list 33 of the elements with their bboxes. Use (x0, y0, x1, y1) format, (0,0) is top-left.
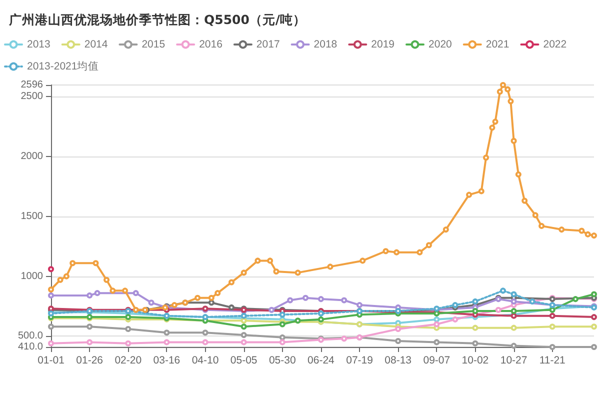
y-tick-label: 1500 (20, 210, 44, 222)
legend-label: 2013-2021均值 (27, 60, 100, 72)
y-tick-label: 2596 (20, 80, 44, 90)
x-tick-label: 01-01 (38, 354, 65, 366)
legend-label: 2015 (142, 38, 166, 50)
x-tick-label: 07-19 (346, 354, 374, 366)
legend-label: 2022 (543, 38, 567, 50)
legend-label: 2021 (486, 38, 510, 50)
x-tick-label: 10-27 (500, 354, 528, 366)
x-tick-label: 08-13 (384, 354, 412, 366)
x-tick-label: 03-16 (153, 354, 180, 366)
x-tick-label: 02-20 (114, 354, 142, 366)
x-tick-label: 04-10 (192, 354, 219, 366)
legend-label: 2016 (199, 38, 223, 50)
x-tick-label: 06-24 (308, 354, 335, 366)
legend-label: 2013 (27, 38, 51, 50)
legend-label: 2017 (256, 38, 280, 50)
x-tick-label: 05-05 (230, 354, 258, 366)
x-tick-label: 05-30 (268, 354, 296, 366)
x-tick-label: 09-07 (423, 354, 450, 366)
x-tick-label: 10-02 (462, 354, 489, 366)
y-tick-label: 1000 (20, 270, 44, 282)
y-tick-label: 410.0 (18, 342, 44, 352)
x-tick-label: 01-26 (76, 354, 104, 366)
y-tick-label: 2500 (20, 91, 44, 102)
x-tick-label: 11-21 (539, 354, 566, 366)
legend-label: 2020 (428, 38, 452, 50)
y-tick-label: 500.0 (18, 330, 44, 342)
legend-label: 2019 (371, 38, 395, 50)
legend-label: 2014 (84, 38, 108, 50)
chart-title: 广州港山西优混场地价季节性图：Q5500（元/吨） (8, 12, 306, 27)
y-tick-label: 2000 (20, 150, 44, 162)
legend-label: 2018 (314, 38, 338, 50)
